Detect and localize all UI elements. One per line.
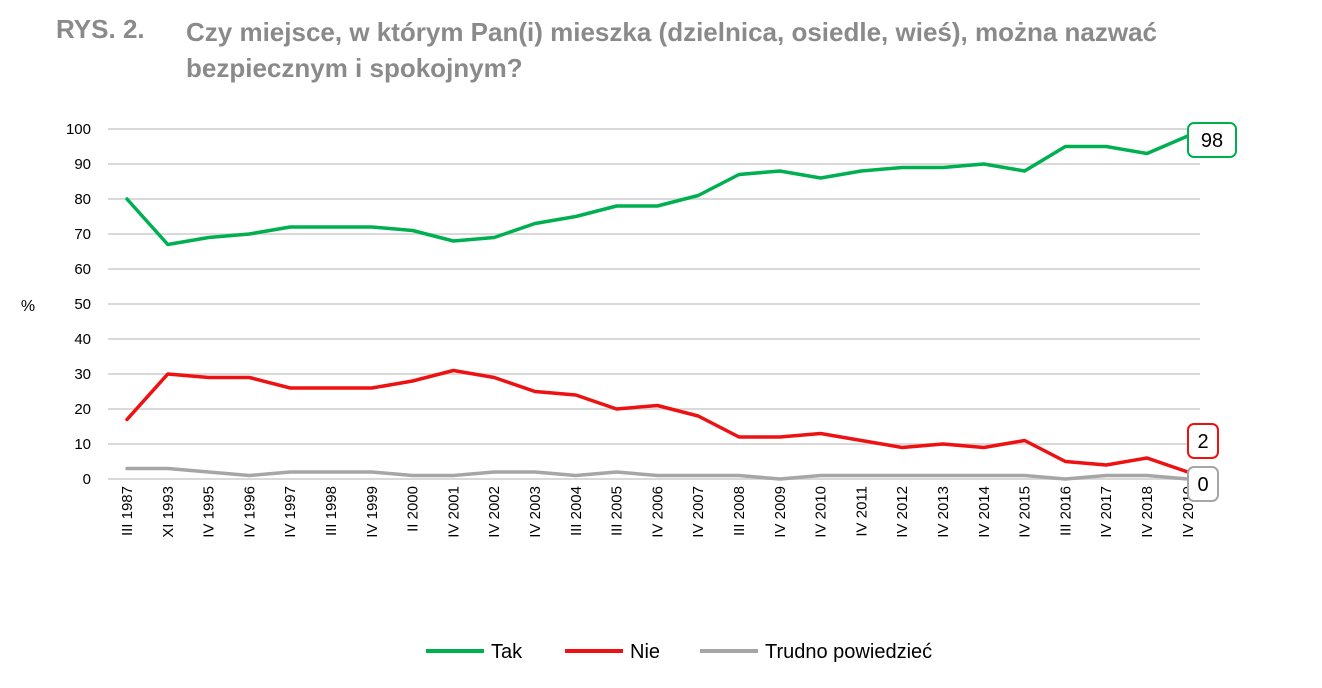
- x-tick-label: IV 1995: [201, 486, 218, 538]
- x-tick-label: IV 2009: [772, 486, 789, 538]
- end-label-box-0: [1187, 122, 1237, 158]
- end-label-0: 98: [1201, 130, 1223, 152]
- x-tick-label: IV 2012: [894, 486, 911, 538]
- end-labels: 98 2 0: [1187, 122, 1237, 502]
- x-tick-label: IV 1999: [364, 486, 381, 538]
- y-tick-label: 80: [74, 191, 91, 208]
- y-tick-label: 100: [66, 121, 91, 138]
- x-tick-label: III 2008: [731, 486, 748, 536]
- y-tick-label: 10: [74, 436, 91, 453]
- legend: Tak Nie Trudno powiedzieć: [426, 641, 932, 663]
- x-axis-ticks: III 1987 XI 1993 IV 1995 IV 1996 IV 1997 III …: [119, 486, 1197, 538]
- x-tick-label: IV 2017: [1098, 486, 1115, 538]
- x-tick-label: XI 1993: [160, 486, 177, 538]
- y-tick-label: 70: [74, 226, 91, 243]
- x-tick-label: IV 2002: [486, 486, 503, 538]
- x-tick-label: III 2016: [1057, 486, 1074, 536]
- y-tick-label: 90: [74, 156, 91, 173]
- x-tick-label: II 2000: [405, 486, 422, 532]
- gridlines: [108, 128, 1200, 480]
- end-label-box-1: [1187, 423, 1219, 459]
- end-label-box-2: [1187, 466, 1219, 502]
- chart-title: Czy miejsce, w którym Pan(i) mieszka (dz…: [186, 17, 1158, 83]
- x-tick-label: IV 2006: [649, 486, 666, 538]
- end-label-1: 2: [1197, 431, 1208, 453]
- legend-label-0: Tak: [491, 641, 523, 663]
- x-tick-label: IV 2011: [853, 486, 870, 537]
- end-label-2: 0: [1197, 474, 1208, 496]
- x-tick-label: IV 2015: [1017, 486, 1034, 538]
- y-tick-label: 60: [74, 261, 91, 278]
- x-tick-label: III 1998: [323, 486, 340, 536]
- series-line-2: [125, 466, 1190, 481]
- x-tick-label: IV 2018: [1139, 486, 1156, 538]
- x-tick-label: IV 1996: [241, 486, 258, 538]
- x-tick-label: III 1987: [119, 486, 136, 536]
- figure-label: RYS. 2.: [56, 14, 145, 44]
- x-tick-label: IV 2007: [690, 486, 707, 538]
- x-tick-label: IV 2010: [813, 486, 830, 538]
- series-lines: [125, 134, 1190, 481]
- x-tick-label: IV 2014: [976, 486, 993, 538]
- series-line-1: [125, 368, 1190, 474]
- x-tick-label: IV 2003: [527, 486, 544, 538]
- y-tick-label: 30: [74, 366, 91, 383]
- x-tick-label: III 2005: [609, 486, 626, 536]
- x-tick-label: IV 2001: [445, 486, 462, 538]
- y-tick-label: 40: [74, 331, 91, 348]
- legend-label-1: Nie: [630, 641, 660, 663]
- y-axis-label: %: [21, 298, 35, 315]
- series-line-0: [125, 134, 1190, 247]
- x-tick-label: III 2004: [568, 486, 585, 536]
- x-tick-label: IV 2013: [935, 486, 952, 538]
- y-tick-label: 50: [74, 296, 91, 313]
- y-axis-ticks: 0 10 20 30 40 50 60 70 80 90 100: [66, 121, 91, 488]
- y-tick-label: 20: [74, 401, 91, 418]
- legend-label-2: Trudno powiedzieć: [765, 641, 932, 663]
- y-tick-label: 0: [83, 471, 91, 488]
- x-tick-label: IV 1997: [282, 486, 299, 538]
